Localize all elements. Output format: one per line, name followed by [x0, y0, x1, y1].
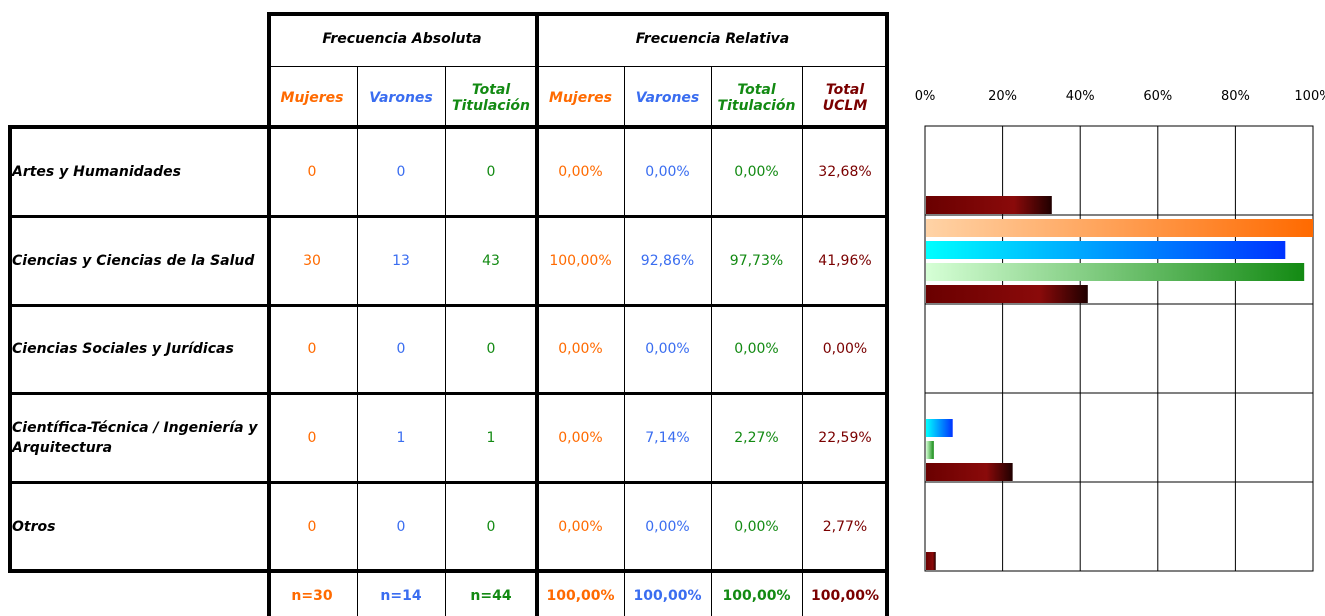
group-header-relativa: Frecuencia Relativa: [635, 31, 790, 47]
table-cell: 0,00%: [734, 163, 779, 180]
row-divider: [8, 215, 888, 218]
table-cell: 41,96%: [818, 252, 872, 269]
total-cell: n=14: [380, 588, 422, 604]
bar: [926, 219, 1313, 237]
total-cell: 100,00%: [633, 588, 702, 604]
body-border-bottom: [8, 569, 888, 573]
table-cell: 0: [307, 518, 317, 535]
row-divider: [8, 392, 888, 395]
total-cell: 100,00%: [722, 588, 791, 604]
table-cell: 0: [307, 341, 317, 357]
table-cell: 92,86%: [640, 252, 695, 269]
table-cell: 0,00%: [645, 341, 690, 357]
group-header-absoluta: Frecuencia Absoluta: [322, 31, 482, 47]
table-cell: 0: [307, 163, 317, 180]
bar: [926, 263, 1305, 281]
column-header: Varones: [369, 90, 433, 106]
total-cell: n=44: [470, 588, 512, 604]
table-cell: 0,00%: [734, 341, 779, 357]
table-cell: 0: [396, 163, 406, 180]
bar: [926, 241, 1286, 259]
table-cell: 100,00%: [549, 252, 612, 269]
table-cell: 13: [392, 252, 410, 269]
x-tick-label: 100%: [1294, 89, 1325, 104]
row-divider: [8, 481, 888, 484]
bar: [926, 441, 934, 459]
bar: [926, 419, 953, 437]
table-border-top: [267, 12, 888, 16]
table-cell: 1: [396, 429, 406, 446]
total-cell: n=30: [291, 588, 333, 604]
table-cell: 1: [486, 429, 496, 446]
table-cell: 0: [396, 518, 406, 535]
table-cell: 0,00%: [558, 341, 603, 357]
table-cell: 0: [307, 429, 317, 446]
column-header: Mujeres: [549, 90, 612, 106]
table-cell: 0,00%: [558, 163, 603, 180]
table-cell: 0: [396, 341, 406, 357]
table-cell: 0: [486, 163, 496, 180]
table-cell: 2,27%: [734, 429, 779, 446]
row-category: Científica-Técnica / Ingeniería y Arquit…: [12, 419, 258, 456]
total-cell: 100,00%: [546, 588, 615, 604]
column-header: Total Titulación: [717, 82, 796, 114]
bar: [926, 552, 936, 570]
table-cell: 43: [482, 252, 500, 269]
table-cell: 0: [486, 518, 496, 535]
table-cell: 0,00%: [645, 163, 690, 180]
table-border-right: [885, 12, 889, 616]
group-divider: [535, 12, 539, 616]
column-divider: [624, 67, 625, 616]
table-cell: 0,00%: [822, 341, 868, 357]
table-cell: 0,00%: [734, 518, 779, 535]
x-tick-label: 0%: [915, 89, 936, 104]
table-cell: 0,00%: [558, 518, 603, 535]
row-divider: [8, 304, 888, 307]
x-tick-label: 80%: [1221, 89, 1250, 104]
table-cell: 2,77%: [822, 518, 868, 535]
column-divider: [445, 67, 446, 616]
table-cell: 22,59%: [818, 429, 872, 446]
row-category: Ciencias Sociales y Jurídicas: [12, 341, 234, 357]
x-tick-label: 20%: [988, 89, 1017, 104]
column-divider: [357, 67, 358, 616]
table-cell: 7,14%: [645, 429, 690, 446]
table-border-left-header: [267, 12, 271, 616]
column-divider: [802, 67, 803, 616]
bar: [926, 196, 1052, 214]
body-border-left: [8, 125, 12, 573]
x-tick-label: 60%: [1143, 89, 1172, 104]
column-header: Total UCLM: [822, 82, 868, 114]
plot-frame: [924, 125, 1314, 572]
table-cell: 97,73%: [729, 252, 784, 269]
x-tick-label: 40%: [1066, 89, 1095, 104]
total-cell: 100,00%: [810, 588, 880, 604]
table-cell: 30: [303, 252, 321, 269]
column-header: Mujeres: [280, 90, 344, 106]
column-divider: [711, 67, 712, 616]
header-divider: [267, 66, 888, 67]
bar: [926, 463, 1013, 481]
column-header: Total Titulación: [452, 82, 530, 114]
row-category: Artes y Humanidades: [12, 163, 181, 180]
body-border-top: [8, 125, 888, 129]
row-category: Otros: [12, 518, 56, 535]
bar: [926, 285, 1088, 303]
row-category: Ciencias y Ciencias de la Salud: [12, 252, 255, 269]
table-cell: 0,00%: [645, 518, 690, 535]
table-cell: 0: [486, 341, 496, 357]
table-cell: 32,68%: [818, 163, 872, 180]
column-header: Varones: [635, 90, 700, 106]
table-cell: 0,00%: [558, 429, 603, 446]
